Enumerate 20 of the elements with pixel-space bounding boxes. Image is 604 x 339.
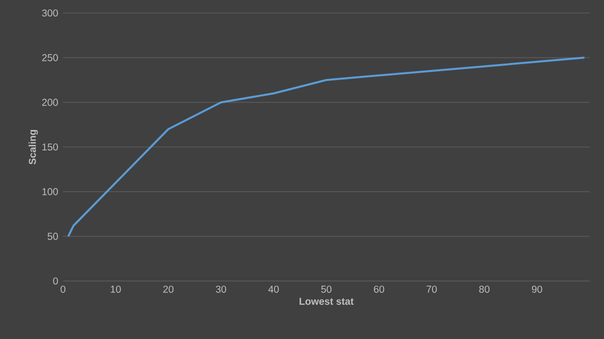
y-tick-label: 250 <box>42 54 58 62</box>
y-tick-label: 100 <box>42 188 58 196</box>
y-tick-label: 150 <box>42 143 58 151</box>
y-tick-label: 300 <box>42 9 58 17</box>
x-tick-label: 50 <box>321 286 332 293</box>
x-axis-title: Lowest stat <box>300 298 354 305</box>
x-tick-label: 70 <box>426 286 437 293</box>
y-tick-label: 0 <box>53 277 58 285</box>
x-tick-label: 10 <box>110 286 121 293</box>
x-tick-label: 20 <box>163 286 174 293</box>
x-tick-label: 40 <box>268 286 279 293</box>
x-tick-label: 0 <box>60 286 66 293</box>
x-tick-label: 30 <box>216 286 226 293</box>
x-tick-label: 90 <box>532 286 542 293</box>
y-tick-label: 200 <box>42 98 58 106</box>
y-axis-title: Scaling <box>28 130 38 164</box>
x-tick-label: 60 <box>374 286 384 293</box>
y-tick-label: 50 <box>48 232 58 240</box>
x-tick-label: 80 <box>479 286 490 293</box>
line-series <box>67 56 586 238</box>
